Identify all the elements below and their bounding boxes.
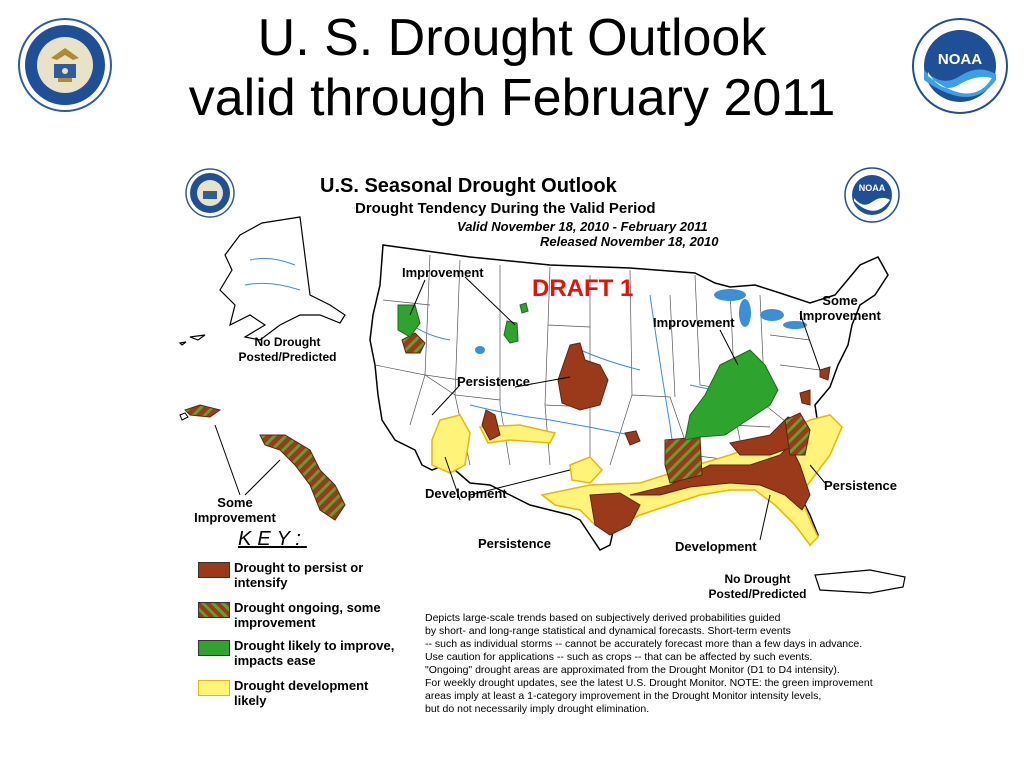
alaska-outline [178,216,346,346]
map-subtitle: Drought Tendency During the Valid Period [355,200,656,217]
improvement-areas [397,302,779,441]
label-improvement-nw: Improvement [402,265,484,280]
map-valid-period: Valid November 18, 2010 - February 2011 [457,219,708,234]
map-title: U.S. Seasonal Drought Outlook [320,175,617,197]
key-swatch-persist [198,562,230,578]
label-puerto-rico: No Drought Posted/Predicted [708,572,807,601]
label-persistence-mid: Persistence [457,374,530,389]
draft-label: DRAFT 1 [532,275,634,302]
noaa-logo-text: NOAA [938,51,982,68]
label-persistence-se: Persistence [824,478,897,493]
label-development-se: Development [675,539,757,554]
label-arrows [214,276,826,541]
label-persistence-s: Persistence [478,536,551,551]
map-commerce-seal [185,168,235,218]
map-graphic: NOAA [178,167,906,594]
svg-text:NOAA: NOAA [859,183,886,193]
key-title: KEY: [238,528,307,550]
drought-outlook-map: NOAA [170,165,920,720]
disclaimer-text: Depicts large-scale trends based on subj… [425,612,873,715]
puerto-rico-outline [814,569,906,594]
noaa-logo: NOAA [912,18,1008,114]
label-development-sw: Development [425,486,507,501]
slide-title-line1: U. S. Drought Outlook [257,9,767,67]
hawaii-outline [179,412,189,421]
label-hawaii: Some Improvement [194,495,276,525]
persistence-areas [481,342,831,536]
key-swatch-improve [198,640,230,656]
commerce-seal-logo [18,18,112,112]
alaska-rivers [244,257,301,291]
label-improvement-mid: Improvement [653,315,735,330]
key-swatch-ongoing [198,602,230,618]
great-lakes [475,289,807,354]
key-swatch-develop [198,680,230,696]
map-release-date: Released November 18, 2010 [540,234,719,249]
slide-title: U. S. Drought Outlook valid through Febr… [0,8,1024,128]
slide-title-line2: valid through February 2011 [188,69,836,127]
label-some-improvement-ne: Some Improvement [799,293,881,323]
label-alaska: No Drought Posted/Predicted [238,335,337,364]
map-noaa-logo: NOAA [844,167,900,223]
